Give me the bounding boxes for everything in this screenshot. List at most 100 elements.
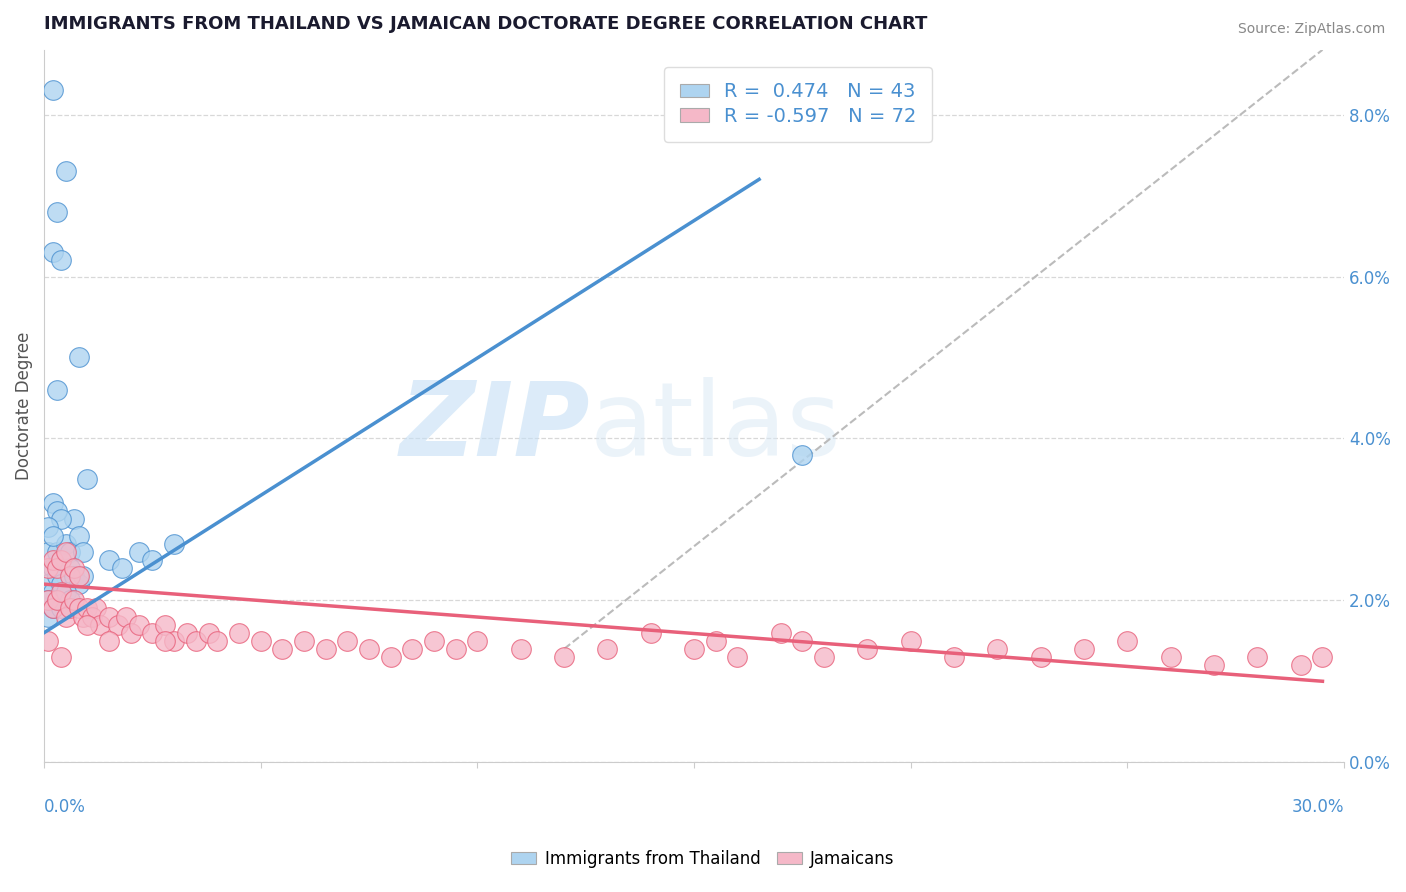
Point [46,545,69,559]
Point [46,593,69,607]
Point [46,383,69,397]
Text: atlas: atlas [591,377,842,478]
Point [943,650,966,665]
Point [42,245,65,260]
Point [37,577,59,591]
Point [1204,658,1226,673]
Point [727,650,749,665]
Point [197,625,219,640]
Point [98,553,121,567]
Point [792,448,814,462]
Point [107,617,129,632]
Point [163,536,186,550]
Point [42,585,65,599]
Point [55,164,77,178]
Point [59,569,82,583]
Point [315,641,337,656]
Point [155,633,177,648]
Point [51,553,73,567]
Text: 30.0%: 30.0% [1292,797,1344,816]
Point [359,641,381,656]
Point [271,641,294,656]
Point [37,593,59,607]
Point [792,633,814,648]
Point [63,593,86,607]
Point [128,617,150,632]
Point [813,650,835,665]
Point [769,625,792,640]
Point [55,545,77,559]
Point [640,625,662,640]
Point [37,633,59,648]
Point [98,609,121,624]
Point [986,641,1008,656]
Point [42,496,65,510]
Point [46,593,69,607]
Point [46,504,69,518]
Point [380,650,402,665]
Point [51,601,73,615]
Point [228,625,250,640]
Point [72,569,94,583]
Point [72,545,94,559]
Point [76,472,98,486]
Point [51,553,73,567]
Point [63,569,86,583]
Point [98,633,121,648]
Point [120,625,142,640]
Point [67,569,90,583]
Point [59,593,82,607]
Point [63,561,86,575]
Point [84,601,107,615]
Point [1246,650,1268,665]
Point [51,577,73,591]
Point [1073,641,1095,656]
Point [46,204,69,219]
Point [55,585,77,599]
Point [55,536,77,550]
Point [76,601,98,615]
Text: 0.0%: 0.0% [44,797,86,816]
Point [51,650,73,665]
Legend: Immigrants from Thailand, Jamaicans: Immigrants from Thailand, Jamaicans [505,844,901,875]
Point [467,633,489,648]
Point [128,545,150,559]
Point [111,561,134,575]
Point [596,641,619,656]
Point [67,601,90,615]
Legend: R =  0.474   N = 43, R = -0.597   N = 72: R = 0.474 N = 43, R = -0.597 N = 72 [664,67,932,142]
Point [63,512,86,526]
Point [1160,650,1182,665]
Point [249,633,271,648]
Point [37,593,59,607]
Point [37,561,59,575]
Text: Source: ZipAtlas.com: Source: ZipAtlas.com [1237,22,1385,37]
Point [141,625,163,640]
Point [46,561,69,575]
Point [37,609,59,624]
Point [67,577,90,591]
Point [51,585,73,599]
Point [51,512,73,526]
Point [51,253,73,268]
Point [76,617,98,632]
Point [55,609,77,624]
Point [59,601,82,615]
Point [59,545,82,559]
Point [336,633,359,648]
Point [553,650,575,665]
Point [207,633,229,648]
Point [37,520,59,534]
Point [42,528,65,542]
Point [184,633,207,648]
Y-axis label: Doctorate Degree: Doctorate Degree [15,332,32,480]
Point [89,617,111,632]
Point [900,633,922,648]
Point [37,545,59,559]
Point [1312,650,1334,665]
Point [176,625,198,640]
Point [67,528,90,542]
Point [292,633,315,648]
Point [80,609,103,624]
Point [163,633,186,648]
